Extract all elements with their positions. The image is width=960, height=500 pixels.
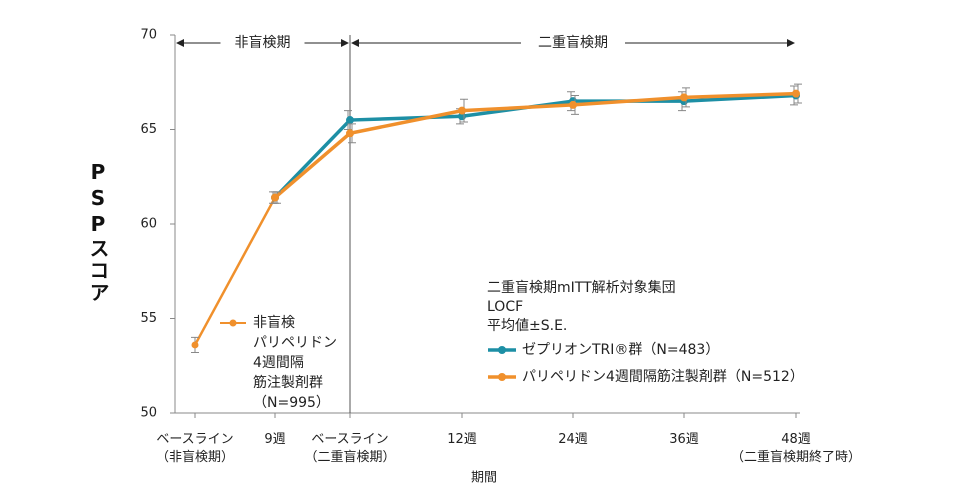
y-tick-label: 70 bbox=[140, 28, 157, 43]
y-tick-label: 65 bbox=[140, 122, 157, 137]
data-point bbox=[680, 93, 688, 102]
legend-label: パリペリドン bbox=[253, 335, 337, 351]
y-tick-label: 55 bbox=[140, 311, 157, 326]
data-point bbox=[792, 89, 800, 98]
x-tick-label: ベースライン （非盲検期） bbox=[156, 432, 234, 465]
data-point bbox=[346, 129, 354, 138]
data-point bbox=[346, 116, 354, 125]
series-line bbox=[273, 93, 797, 199]
x-tick-label-line: 9週 bbox=[264, 432, 285, 447]
x-tick-label-line: ベースライン bbox=[311, 432, 388, 447]
legend-label: 非盲検 bbox=[253, 314, 295, 331]
legend-label: ゼプリオンTRI®群（N=483） bbox=[522, 342, 719, 358]
x-tick-label-line: 24週 bbox=[558, 432, 588, 447]
data-point bbox=[271, 193, 279, 202]
legend-label: （N=995） bbox=[253, 395, 330, 411]
x-tick-label: 36週 bbox=[669, 432, 699, 447]
x-tick-label-line: 12週 bbox=[447, 432, 477, 447]
annotation: LOCF bbox=[487, 299, 523, 315]
y-tick-label: 60 bbox=[140, 217, 157, 232]
y-tick-label: 50 bbox=[140, 406, 157, 421]
x-tick-label: 48週 （二重盲検期終了時） bbox=[731, 432, 861, 465]
legend-marker bbox=[498, 346, 506, 354]
annotation: 二重盲検期mITT解析対象集団 bbox=[487, 279, 676, 296]
x-tick-label-line: （非盲検期） bbox=[156, 449, 234, 465]
x-tick-label: 24週 bbox=[558, 432, 588, 447]
x-tick-label-line: （二重盲検期終了時） bbox=[731, 449, 861, 465]
y-axis-label: PSPスコア bbox=[86, 160, 110, 304]
annotation: 平均値±S.E. bbox=[487, 318, 567, 334]
legend-label: パリペリドン4週間隔筋注製剤群（N=512） bbox=[522, 368, 804, 385]
x-tick-label: 9週 bbox=[264, 432, 285, 447]
x-tick-label-line: ベースライン bbox=[156, 432, 233, 447]
data-point bbox=[569, 100, 577, 109]
x-tick-label: ベースライン （二重盲検期） bbox=[304, 432, 395, 465]
series-line bbox=[193, 196, 277, 346]
x-tick-label-line: 48週 bbox=[781, 432, 811, 447]
phase-label: 非盲検期 bbox=[235, 34, 291, 51]
x-axis-label: 期間 bbox=[471, 471, 497, 486]
x-tick-label-line: （二重盲検期） bbox=[304, 449, 395, 465]
legend-label: 筋注製剤群 bbox=[253, 374, 323, 391]
x-tick-label-line: 36週 bbox=[669, 432, 699, 447]
legend-marker bbox=[229, 319, 237, 327]
series-line bbox=[273, 91, 797, 199]
legend-marker bbox=[498, 373, 506, 381]
legend-label: 4週間隔 bbox=[253, 355, 304, 371]
phase-label: 二重盲検期 bbox=[538, 34, 608, 51]
data-point bbox=[191, 341, 199, 349]
x-tick-label: 12週 bbox=[447, 432, 477, 447]
data-point bbox=[458, 106, 466, 115]
